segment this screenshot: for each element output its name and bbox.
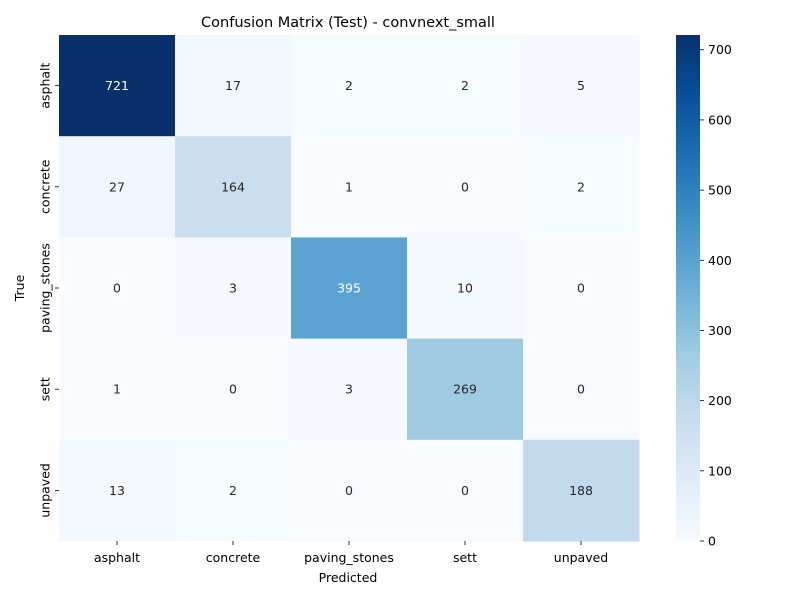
- cell-value-0-0: 721: [105, 78, 129, 93]
- cell-value-3-4: 0: [577, 382, 585, 397]
- colorbar-ticks: 0 100 200 300 400 500 600 700: [700, 42, 732, 549]
- heatmap-cell-2-1: [175, 237, 292, 340]
- y-axis-label: True: [12, 274, 27, 302]
- cell-value-4-0: 13: [109, 483, 125, 498]
- cell-value-3-0: 1: [113, 382, 121, 397]
- cell-value-4-3: 0: [461, 483, 469, 498]
- cell-value-0-4: 5: [577, 78, 585, 93]
- x-tick-label: unpaved: [554, 550, 608, 565]
- cell-value-4-4: 188: [569, 483, 593, 498]
- cell-value-4-1: 2: [229, 483, 237, 498]
- colorbar-tick-label: 400: [708, 253, 732, 268]
- x-axis-label: Predicted: [319, 570, 378, 585]
- heatmap-cell-labels: 721 17 2 2 527 164 1 0 20 3 395 10 01 0 3 269 013 2 0 0 188: [105, 78, 593, 498]
- y-tick-label: unpaved: [38, 463, 53, 517]
- heatmap-cell-2-2: [291, 237, 408, 340]
- heatmap-cell-2-4: [523, 237, 640, 340]
- cell-value-1-3: 0: [461, 179, 469, 194]
- heatmap-cell-2-3: [407, 237, 524, 340]
- cell-value-3-2: 3: [345, 382, 353, 397]
- heatmap-cell-1-2: [291, 136, 408, 238]
- heatmap-cell-1-1: [175, 136, 292, 238]
- heatmap-cell-0-1: [175, 35, 292, 137]
- cell-value-2-4: 0: [577, 281, 585, 296]
- heatmap-cell-3-1: [175, 338, 292, 441]
- y-tick-label: concrete: [38, 159, 53, 214]
- heatmap-cell-3-3: [407, 338, 524, 441]
- y-tick-label: paving_stones: [38, 243, 53, 333]
- heatmap-cell-4-4: [523, 439, 640, 542]
- x-axis-ticks: asphalt concrete paving_stones sett unpaved: [94, 541, 608, 565]
- heatmap-cell-0-2: [291, 35, 408, 137]
- heatmap-cell-4-0: [59, 439, 176, 542]
- cell-value-1-4: 2: [577, 179, 585, 194]
- heatmap-cell-2-0: [59, 237, 176, 340]
- x-tick-label: paving_stones: [304, 550, 394, 565]
- heatmap-cells: [59, 35, 640, 542]
- colorbar-tick-label: 200: [708, 393, 732, 408]
- cell-value-4-2: 0: [345, 483, 353, 498]
- y-tick-label: asphalt: [38, 62, 53, 108]
- heatmap-cell-1-4: [523, 136, 640, 238]
- cell-value-0-2: 2: [345, 78, 353, 93]
- colorbar-tick-label: 500: [708, 183, 732, 198]
- heatmap-cell-1-3: [407, 136, 524, 238]
- heatmap-cell-3-4: [523, 338, 640, 441]
- heatmap-cell-4-1: [175, 439, 292, 542]
- x-tick-label: concrete: [206, 550, 261, 565]
- x-tick-label: sett: [453, 550, 477, 565]
- cell-value-3-3: 269: [453, 382, 477, 397]
- colorbar-tick-label: 600: [708, 112, 732, 127]
- colorbar-tick-label: 700: [708, 42, 732, 57]
- heatmap-cell-0-4: [523, 35, 640, 137]
- chart-title: Confusion Matrix (Test) - convnext_small: [201, 15, 495, 31]
- cell-value-2-1: 3: [229, 281, 237, 296]
- colorbar-tick-label: 0: [708, 534, 716, 549]
- heatmap-cell-3-0: [59, 338, 176, 441]
- cell-value-0-1: 17: [225, 78, 241, 93]
- heatmap-cell-1-0: [59, 136, 176, 238]
- colorbar-tick-label: 100: [708, 463, 732, 478]
- colorbar-tick-label: 300: [708, 323, 732, 338]
- heatmap-cell-0-0: [59, 35, 176, 137]
- y-tick-label: sett: [38, 377, 53, 401]
- cell-value-2-0: 0: [113, 281, 121, 296]
- heatmap-cell-0-3: [407, 35, 524, 137]
- cell-value-2-3: 10: [457, 281, 473, 296]
- cell-value-1-2: 1: [345, 179, 353, 194]
- cell-value-1-0: 27: [109, 179, 125, 194]
- x-tick-label: asphalt: [94, 550, 140, 565]
- cell-value-2-2: 395: [337, 281, 361, 296]
- heatmap-cell-4-3: [407, 439, 524, 542]
- heatmap-cell-3-2: [291, 338, 408, 441]
- colorbar: [676, 35, 700, 541]
- cell-value-0-3: 2: [461, 78, 469, 93]
- heatmap-cell-4-2: [291, 439, 408, 542]
- cell-value-1-1: 164: [221, 179, 245, 194]
- cell-value-3-1: 0: [229, 382, 237, 397]
